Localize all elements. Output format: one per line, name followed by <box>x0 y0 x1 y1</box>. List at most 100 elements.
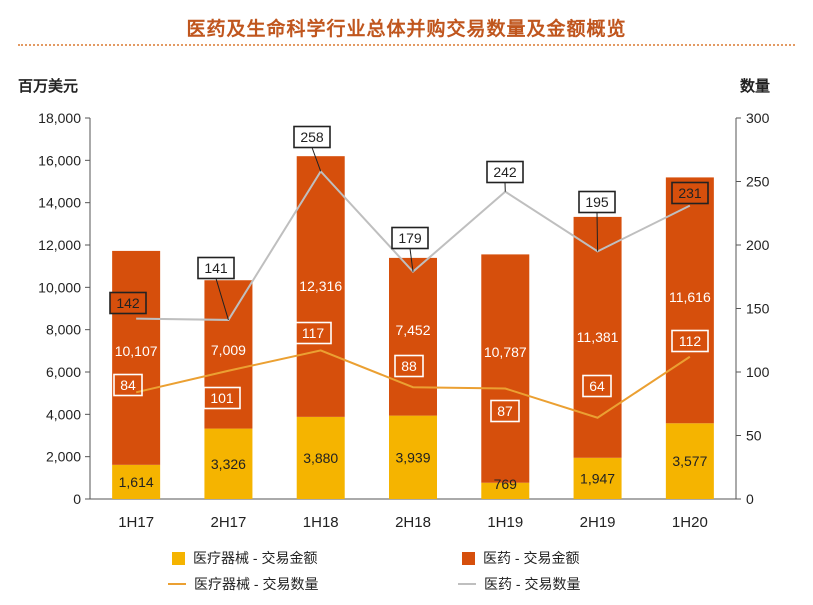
device-amount-bar <box>204 428 253 499</box>
device-count-label-box <box>582 374 612 398</box>
title-divider <box>18 44 795 46</box>
line-series-group: 10,107 7,009 12,316 7,452 10,787 11,381 11,616… <box>109 125 711 423</box>
category-label: 1H17 <box>118 514 154 531</box>
device-amount-label: 769 <box>494 476 518 492</box>
legend-item-device-count: 医疗器械 - 交易数量 <box>168 574 318 594</box>
category-label: 2H17 <box>210 514 246 531</box>
legend-swatch-device-count <box>168 583 186 585</box>
legend-label: 医疗器械 - 交易金额 <box>193 550 318 566</box>
left-axis-tick-label: 14,000 <box>38 195 81 211</box>
legend-swatch-device-amount <box>172 551 185 565</box>
pharma-count-label: 258 <box>300 129 324 145</box>
right-axis-tick-label: 100 <box>746 364 770 380</box>
pharma-amount-label: 10,787 <box>484 344 527 360</box>
category-label: 1H18 <box>303 514 339 531</box>
device-amount-label: 3,880 <box>303 450 338 466</box>
pharma-count-label-box <box>486 160 524 184</box>
pharma-count-label-leader <box>409 248 414 272</box>
right-axis-title: 数量 <box>740 77 770 95</box>
category-label: 1H20 <box>672 514 708 531</box>
right-axis-tick-label: 150 <box>746 301 770 317</box>
device-amount-bar <box>296 416 345 499</box>
chart-title: 医药及生命科学行业总体并购交易数量及金额概览 <box>186 19 627 40</box>
left-axis-tick-label: 18,000 <box>38 110 81 126</box>
device-count-label: 87 <box>497 403 513 419</box>
combo-chart: 百万美元 数量 0 2,000 4,000 6,000 8,000 10,000 12,00… <box>18 77 770 531</box>
device-amount-bar <box>573 457 622 499</box>
legend-label: 医药 - 交易金额 <box>483 550 580 566</box>
category-label: 2H18 <box>395 514 431 531</box>
left-axis-tick-label: 12,000 <box>38 237 81 253</box>
device-count-label-box <box>113 373 143 397</box>
right-axis-tick-label: 50 <box>746 428 762 444</box>
left-axis-tick-label: 2,000 <box>46 449 81 465</box>
pharma-count-label: 242 <box>493 164 517 180</box>
device-count-label-box <box>203 386 241 410</box>
device-amount-bar <box>665 423 714 499</box>
left-axis-tick-label: 6,000 <box>46 364 81 380</box>
left-axis-tick-label: 4,000 <box>46 406 81 422</box>
legend-swatch-pharma-count <box>458 583 476 585</box>
device-count-label-box <box>294 321 332 345</box>
right-axis-tick-label: 300 <box>746 110 770 126</box>
pharma-count-label-box <box>671 181 709 205</box>
pharma-amount-bar <box>481 254 530 483</box>
device-amount-bar <box>112 464 161 499</box>
pharma-count-label-leader <box>215 278 229 321</box>
device-count-label: 64 <box>589 378 605 394</box>
bar-series-group: 1,614 3,326 3,880 3,939 769 1,947 3,577 <box>112 156 714 499</box>
pharma-amount-bar <box>296 156 345 417</box>
legend-item-device-amount: 医疗器械 - 交易金额 <box>172 548 317 568</box>
legend-item-pharma-count: 医药 - 交易数量 <box>458 574 580 594</box>
legend-swatch-pharma-amount <box>462 551 475 565</box>
left-axis-tick-label: 0 <box>73 491 81 507</box>
legend-label: 医疗器械 - 交易数量 <box>194 576 319 592</box>
right-axis: 0 50 100 150 200 250 300 <box>735 110 770 507</box>
left-axis-tick-label: 16,000 <box>38 152 81 168</box>
device-count-label: 112 <box>679 333 702 349</box>
device-amount-label: 1,947 <box>580 470 615 486</box>
pharma-count-label: 195 <box>585 194 609 210</box>
pharma-count-label: 231 <box>678 185 702 201</box>
pharma-amount-label: 11,616 <box>669 289 711 305</box>
device-amount-label: 3,326 <box>211 456 246 472</box>
pharma-amount-label: 12,316 <box>299 278 342 294</box>
pharma-count-label-leader <box>311 147 322 172</box>
right-axis-tick-label: 250 <box>746 174 770 190</box>
pharma-amount-bar <box>112 250 161 465</box>
device-count-label: 84 <box>120 377 136 393</box>
legend-item-pharma-amount: 医药 - 交易金额 <box>462 548 579 568</box>
pharma-count-label-box <box>391 226 429 250</box>
device-amount-bar <box>481 482 530 499</box>
pharma-amount-bar <box>665 177 714 424</box>
legend-label: 医药 - 交易数量 <box>484 576 581 592</box>
pharma-amount-bar <box>389 257 437 416</box>
pharma-count-label-box <box>293 125 331 149</box>
category-labels: 1H17 2H17 1H18 2H18 1H19 2H19 1H20 <box>118 514 708 531</box>
device-count-label: 88 <box>401 358 417 374</box>
device-count-label: 117 <box>302 325 325 341</box>
pharma-count-label: 142 <box>116 295 140 311</box>
device-amount-label: 3,939 <box>395 449 430 465</box>
right-axis-tick-label: 200 <box>746 237 770 253</box>
pharma-count-label-box <box>109 291 147 315</box>
left-axis-tick-label: 10,000 <box>38 279 81 295</box>
right-axis-tick-label: 0 <box>746 491 754 507</box>
left-axis-title: 百万美元 <box>18 77 78 95</box>
pharma-count-label-leader <box>596 212 599 252</box>
device-amount-bar <box>389 415 437 499</box>
pharma-amount-label: 7,452 <box>395 322 430 338</box>
category-label: 2H19 <box>580 514 616 531</box>
device-count-label-box <box>671 329 709 353</box>
device-count-line <box>135 349 691 419</box>
device-amount-label: 3,577 <box>672 453 707 469</box>
left-axis-tick-label: 8,000 <box>46 322 81 338</box>
device-amount-label: 1,614 <box>119 474 154 490</box>
device-count-label-box <box>394 354 424 378</box>
pharma-amount-label: 11,381 <box>577 329 619 345</box>
category-label: 1H19 <box>487 514 523 531</box>
pharma-count-label: 179 <box>398 230 422 246</box>
pharma-count-label-box <box>197 256 235 280</box>
pharma-count-label: 141 <box>204 260 228 276</box>
device-count-label-box <box>490 399 520 423</box>
